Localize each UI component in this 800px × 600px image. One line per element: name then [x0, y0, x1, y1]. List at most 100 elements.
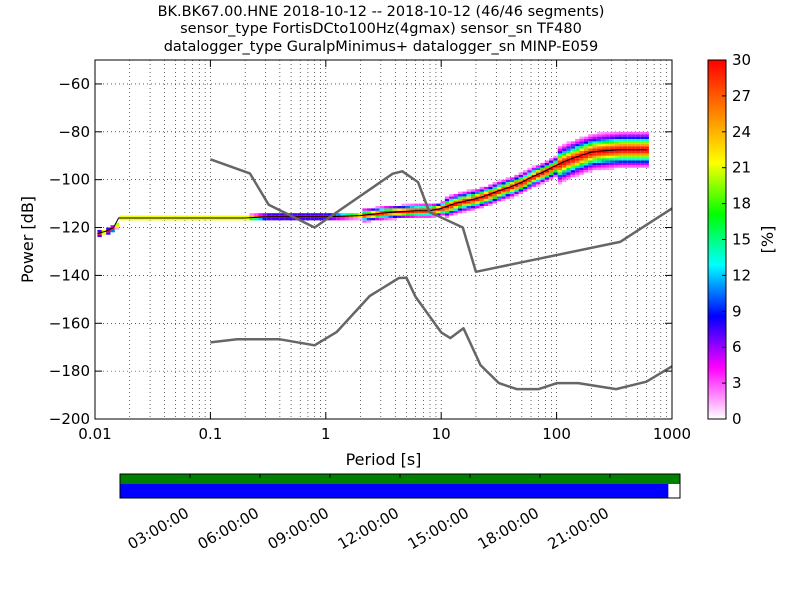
colorbar-label: [%] [758, 226, 777, 254]
title-line-3: datalogger_type GuralpMinimus+ datalogge… [164, 39, 599, 55]
histogram-cell [544, 165, 550, 168]
histogram-cell [549, 162, 554, 166]
histogram-cell [570, 143, 576, 147]
histogram-cell [601, 148, 606, 151]
histogram-cell [457, 205, 463, 209]
histogram-cell [570, 141, 576, 144]
histogram-cell [518, 177, 523, 180]
histogram-cell [192, 217, 198, 221]
ppsd-mode-curve [97, 149, 647, 234]
histogram-cell [444, 205, 450, 209]
histogram-cell [132, 217, 137, 221]
histogram-cell [197, 217, 202, 221]
histogram-cell [423, 215, 428, 218]
y-tick-label: −60 [58, 75, 90, 93]
histogram-cell [579, 158, 584, 161]
histogram-cell [171, 215, 176, 218]
histogram-cell [449, 208, 454, 211]
histogram-cell [557, 160, 563, 163]
histogram-cell [201, 217, 207, 221]
histogram-cell [444, 203, 450, 206]
histogram-cell [162, 217, 167, 221]
colorbar-tick-label: 21 [732, 159, 751, 177]
histogram-cell [605, 165, 610, 168]
histogram-cell [340, 215, 345, 218]
histogram-cell [631, 158, 636, 161]
histogram-cell [475, 205, 480, 209]
histogram-cell [566, 141, 571, 144]
histogram-cell [405, 205, 411, 209]
histogram-cell [549, 170, 554, 173]
histogram-cell [179, 215, 185, 218]
histogram-cell [583, 162, 589, 166]
histogram-cell [501, 191, 506, 195]
histogram-cell [631, 153, 636, 156]
histogram-cell [562, 174, 567, 178]
histogram-cell [271, 213, 276, 216]
histogram-cell [466, 191, 471, 195]
histogram-cell [449, 201, 454, 204]
histogram-cell [579, 150, 584, 154]
histogram-cell [540, 172, 545, 175]
histogram-cell [509, 177, 515, 180]
histogram-cell [388, 217, 393, 221]
histogram-cell [544, 172, 550, 175]
histogram-cell [575, 141, 580, 144]
histogram-cell [514, 177, 519, 180]
histogram-cell [583, 153, 589, 156]
histogram-cell [596, 143, 602, 147]
histogram-cell [384, 215, 389, 218]
histogram-cell [392, 205, 398, 209]
histogram-cell [440, 201, 445, 204]
histogram-cell [175, 217, 180, 221]
histogram-cell [501, 196, 506, 199]
histogram-cell [344, 213, 350, 216]
histogram-cell [496, 186, 502, 190]
histogram-cell [423, 203, 428, 206]
time-tick-label: 09:00:00 [265, 504, 332, 553]
histogram-cell [457, 194, 463, 197]
colorbar: 0 3 6 9 12 15 18 21 24 27 30 [%] [707, 51, 777, 428]
histogram-cell [531, 184, 537, 187]
histogram-cell [557, 182, 563, 185]
histogram-cell [601, 158, 606, 161]
histogram-cell [622, 134, 628, 137]
histogram-cell [318, 217, 324, 221]
histogram-cell [566, 155, 571, 159]
time-tick-label: 06:00:00 [195, 504, 262, 553]
histogram-cell [575, 170, 580, 173]
histogram-cell [596, 167, 602, 171]
histogram-cell [488, 196, 493, 199]
histogram-cell [375, 215, 380, 218]
histogram-cell [505, 189, 510, 192]
histogram-cell [479, 201, 484, 204]
histogram-cell [210, 215, 215, 218]
histogram-cell [449, 210, 454, 214]
histogram-cell [401, 213, 406, 216]
histogram-cell [496, 184, 502, 187]
histogram-cell [562, 150, 567, 154]
histogram-cell [162, 215, 167, 218]
histogram-cell [622, 146, 628, 149]
histogram-cell [627, 141, 632, 144]
histogram-cell [627, 162, 632, 166]
histogram-cell [575, 162, 580, 166]
histogram-cell [140, 217, 146, 221]
histogram-cell [388, 213, 393, 216]
histogram-cell [570, 150, 576, 154]
histogram-cell [357, 217, 363, 221]
histogram-cell [631, 165, 636, 168]
histogram-cell [592, 148, 597, 151]
histogram-cell [614, 143, 619, 147]
histogram-cell [101, 232, 107, 235]
histogram-cell [514, 189, 519, 192]
histogram-cell [466, 203, 471, 206]
histogram-cell [470, 208, 476, 211]
histogram-cell [540, 162, 545, 166]
histogram-cell [527, 170, 532, 173]
histogram-cell [401, 215, 406, 218]
histogram-cell [566, 160, 571, 163]
time-tick-label: 15:00:00 [405, 504, 472, 553]
histogram-cell [553, 172, 558, 175]
histogram-cell [145, 215, 150, 218]
